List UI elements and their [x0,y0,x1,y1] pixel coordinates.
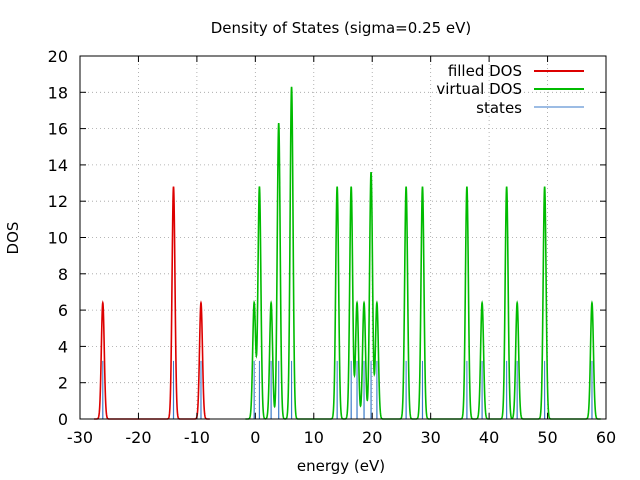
y-tick-label: 8 [58,265,68,284]
legend: filled DOS virtual DOS states [436,62,584,117]
x-tick-labels: -30 -20 -10 0 10 20 30 40 50 60 [67,428,616,447]
grid [80,56,606,419]
x-tick-label: 60 [596,428,616,447]
x-tick-label: 10 [304,428,324,447]
y-tick-label: 12 [48,192,68,211]
x-tick-label: 50 [537,428,557,447]
y-tick-label: 2 [58,374,68,393]
y-tick-label: 16 [48,120,68,139]
chart-title: Density of States (sigma=0.25 eV) [211,19,472,37]
x-tick-label: 0 [250,428,260,447]
y-tick-label: 18 [48,83,68,102]
legend-label-filled-dos: filled DOS [448,62,522,80]
x-tick-label: 20 [362,428,382,447]
legend-label-states: states [476,99,522,117]
x-tick-label: 40 [479,428,499,447]
y-tick-label: 20 [48,47,68,66]
y-tick-label: 10 [48,229,68,248]
legend-label-virtual-dos: virtual DOS [436,80,522,98]
series-filled-dos [94,186,210,420]
y-axis-label: DOS [4,222,22,255]
y-tick-label: 0 [58,410,68,429]
x-tick-label: -10 [184,428,210,447]
x-tick-label: 30 [420,428,440,447]
ticks [79,55,607,420]
y-tick-label: 6 [58,301,68,320]
x-tick-label: -30 [67,428,93,447]
y-tick-labels: 0 2 4 6 8 10 12 14 16 18 20 [48,47,68,429]
plot-frame [79,55,607,420]
series-layer [94,86,601,420]
x-axis-label: energy (eV) [297,457,385,475]
y-tick-label: 4 [58,337,68,356]
y-tick-label: 14 [48,156,68,175]
x-tick-label: -20 [125,428,151,447]
